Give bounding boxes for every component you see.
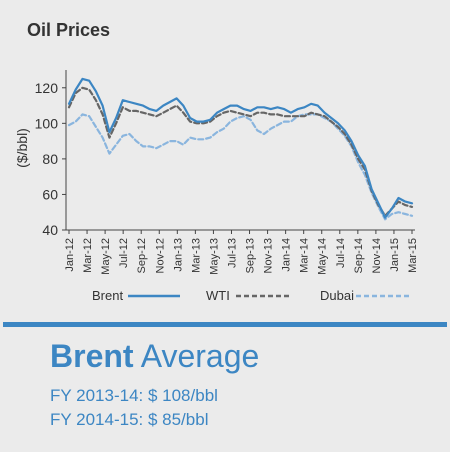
legend-label-brent: Brent <box>92 288 123 303</box>
average-heading-bold: Brent <box>50 338 134 374</box>
x-tick-label: Jul-13 <box>226 238 238 268</box>
fy-2013-14-average: FY 2013-14: $ 108/bbl <box>50 386 218 405</box>
average-heading: Brent Average <box>50 338 259 375</box>
chart-title: Oil Prices <box>27 20 111 40</box>
x-tick-label: May-13 <box>208 238 220 275</box>
y-tick-label: 60 <box>42 186 58 202</box>
x-tick-label: Jan-14 <box>281 238 293 272</box>
x-tick-label: Mar-15 <box>407 238 419 273</box>
y-tick-label: 40 <box>42 222 58 238</box>
x-tick-label: Mar-13 <box>190 238 202 273</box>
y-tick-label: 80 <box>42 151 58 167</box>
x-tick-label: May-12 <box>100 238 112 275</box>
legend-label-wti: WTI <box>206 288 230 303</box>
x-tick-label: Nov-12 <box>154 238 166 273</box>
series-line-brent <box>67 77 414 219</box>
x-tick-label: Jan-12 <box>64 238 76 272</box>
oil-prices-chart: 40 60 80 100 120 ($/bbl) Jan-12 Mar-12 May-12 Jul… <box>14 70 419 303</box>
x-tick-label: Jul-12 <box>118 238 130 268</box>
x-tick-label: Jan-15 <box>389 238 401 272</box>
x-tick-label: Mar-14 <box>299 238 311 273</box>
y-axis-label: ($/bbl) <box>14 128 30 168</box>
legend-label-dubai: Dubai <box>320 288 354 303</box>
x-tick-label: Nov-14 <box>371 238 383 273</box>
x-tick-label: Sep-13 <box>245 238 257 273</box>
section-divider <box>3 322 447 327</box>
x-tick-label: Sep-12 <box>136 238 148 273</box>
x-tick-label: Nov-13 <box>263 238 275 273</box>
average-heading-light: Average <box>140 338 260 374</box>
x-tick-label: Mar-12 <box>82 238 94 273</box>
x-tick-label: Jan-13 <box>172 238 184 272</box>
y-tick-label: 120 <box>35 80 59 96</box>
y-tick-label: 100 <box>35 115 59 131</box>
x-tick-label: Sep-14 <box>353 238 365 273</box>
series-line-dubai <box>67 113 414 221</box>
x-tick-label: Jul-14 <box>335 238 347 268</box>
series-line-wti <box>67 86 414 217</box>
x-tick-label: May-14 <box>317 238 329 275</box>
fy-2014-15-average: FY 2014-15: $ 85/bbl <box>50 410 209 429</box>
